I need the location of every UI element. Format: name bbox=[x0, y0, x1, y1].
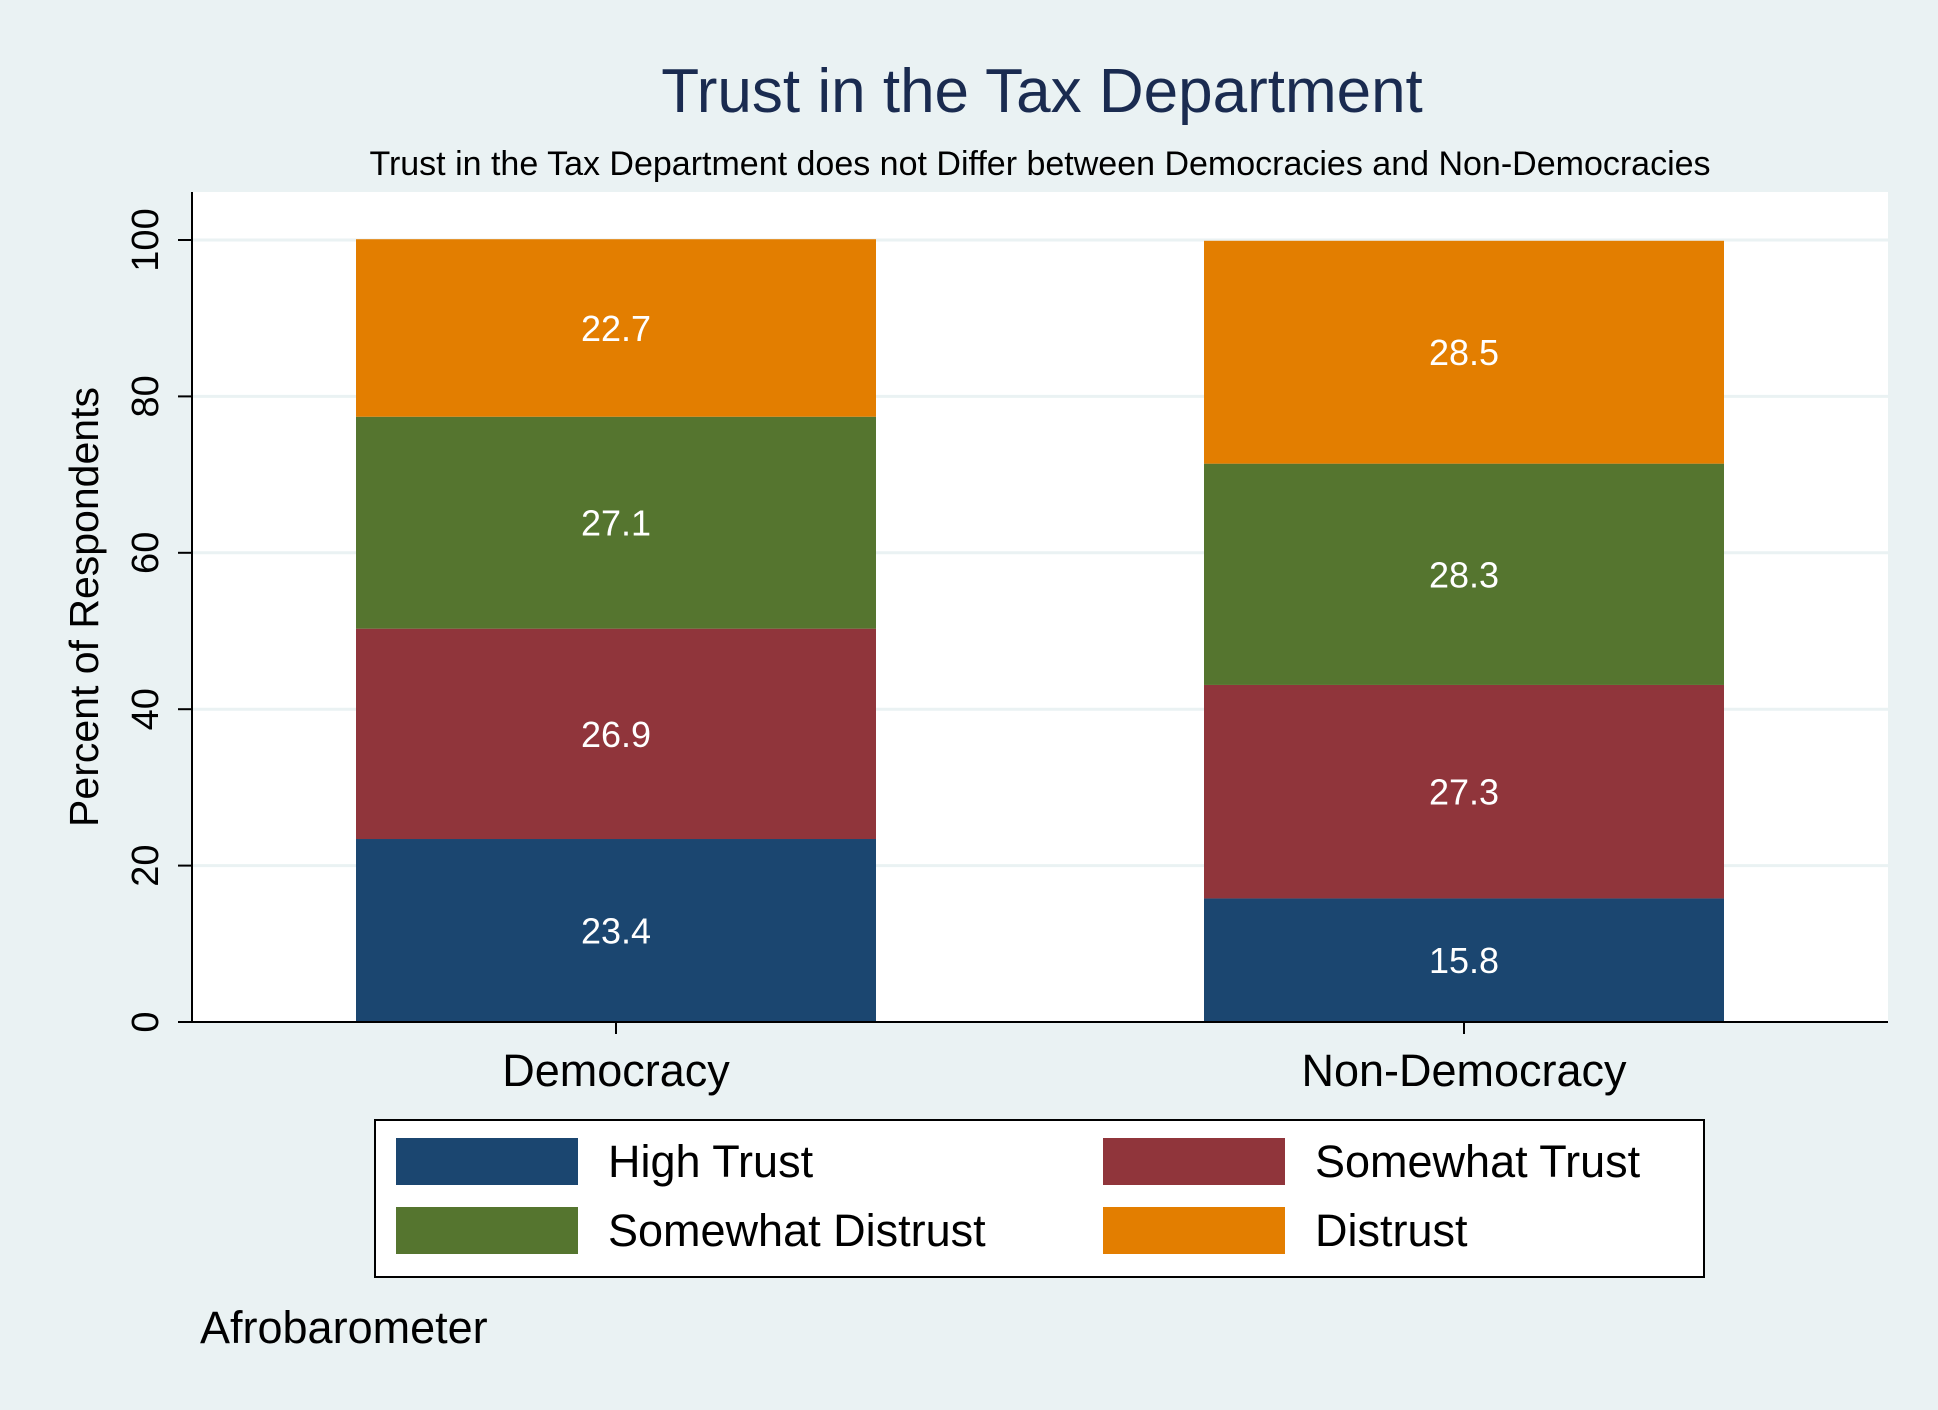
bar-segment bbox=[1204, 898, 1724, 1022]
y-tick-label: 80 bbox=[125, 375, 167, 417]
legend-swatch bbox=[1103, 1138, 1285, 1185]
chart-subtitle: Trust in the Tax Department does not Dif… bbox=[369, 145, 1710, 183]
y-tick-label: 20 bbox=[125, 844, 167, 886]
y-ticks: 0 20 40 60 80 100 bbox=[125, 208, 192, 1033]
legend-label: High Trust bbox=[608, 1136, 814, 1187]
bar-value-label: 22.7 bbox=[581, 308, 651, 349]
bar-value-label: 27.1 bbox=[581, 503, 651, 544]
source-note: Afrobarometer bbox=[200, 1302, 488, 1353]
y-tick-label: 0 bbox=[125, 1011, 167, 1032]
legend-label: Somewhat Distrust bbox=[608, 1205, 986, 1256]
x-ticks: Democracy Non-Democracy bbox=[502, 1022, 1627, 1096]
bar-segment bbox=[356, 416, 876, 629]
legend-swatch bbox=[396, 1138, 578, 1185]
bar-value-label: 23.4 bbox=[581, 911, 651, 952]
bar-value-label: 15.8 bbox=[1429, 940, 1499, 981]
legend-box bbox=[374, 1119, 1705, 1278]
chart-title: Trust in the Tax Department bbox=[661, 57, 1423, 126]
bar-value-label: 26.9 bbox=[581, 714, 651, 755]
axes bbox=[191, 192, 1888, 1023]
bar-segment bbox=[356, 239, 876, 417]
bar-value-label: 28.5 bbox=[1429, 332, 1499, 373]
bars: 23.4 26.9 27.1 22.7 15.8 27.3 28.3 28.5 bbox=[356, 239, 1724, 1022]
bar-value-label: 28.3 bbox=[1429, 554, 1499, 595]
bar-segment bbox=[356, 628, 876, 840]
legend-swatch bbox=[1103, 1207, 1285, 1254]
bar-segment bbox=[1204, 684, 1724, 899]
y-tick-label: 60 bbox=[125, 532, 167, 574]
legend-label: Distrust bbox=[1315, 1205, 1468, 1256]
legend: High Trust Somewhat Trust Somewhat Distrus… bbox=[396, 1136, 1641, 1256]
bar-value-label: 27.3 bbox=[1429, 772, 1499, 813]
x-tick-label: Non-Democracy bbox=[1301, 1045, 1627, 1096]
y-tick-label: 100 bbox=[125, 208, 167, 271]
y-axis-label: Percent of Respondents bbox=[61, 387, 107, 827]
y-tick-label: 40 bbox=[125, 688, 167, 730]
bar-segment bbox=[1204, 463, 1724, 685]
legend-label: Somewhat Trust bbox=[1315, 1136, 1641, 1187]
bar-segment bbox=[356, 839, 876, 1022]
legend-swatch bbox=[396, 1207, 578, 1254]
x-tick-label: Democracy bbox=[502, 1045, 730, 1096]
bar-segment bbox=[1204, 240, 1724, 464]
